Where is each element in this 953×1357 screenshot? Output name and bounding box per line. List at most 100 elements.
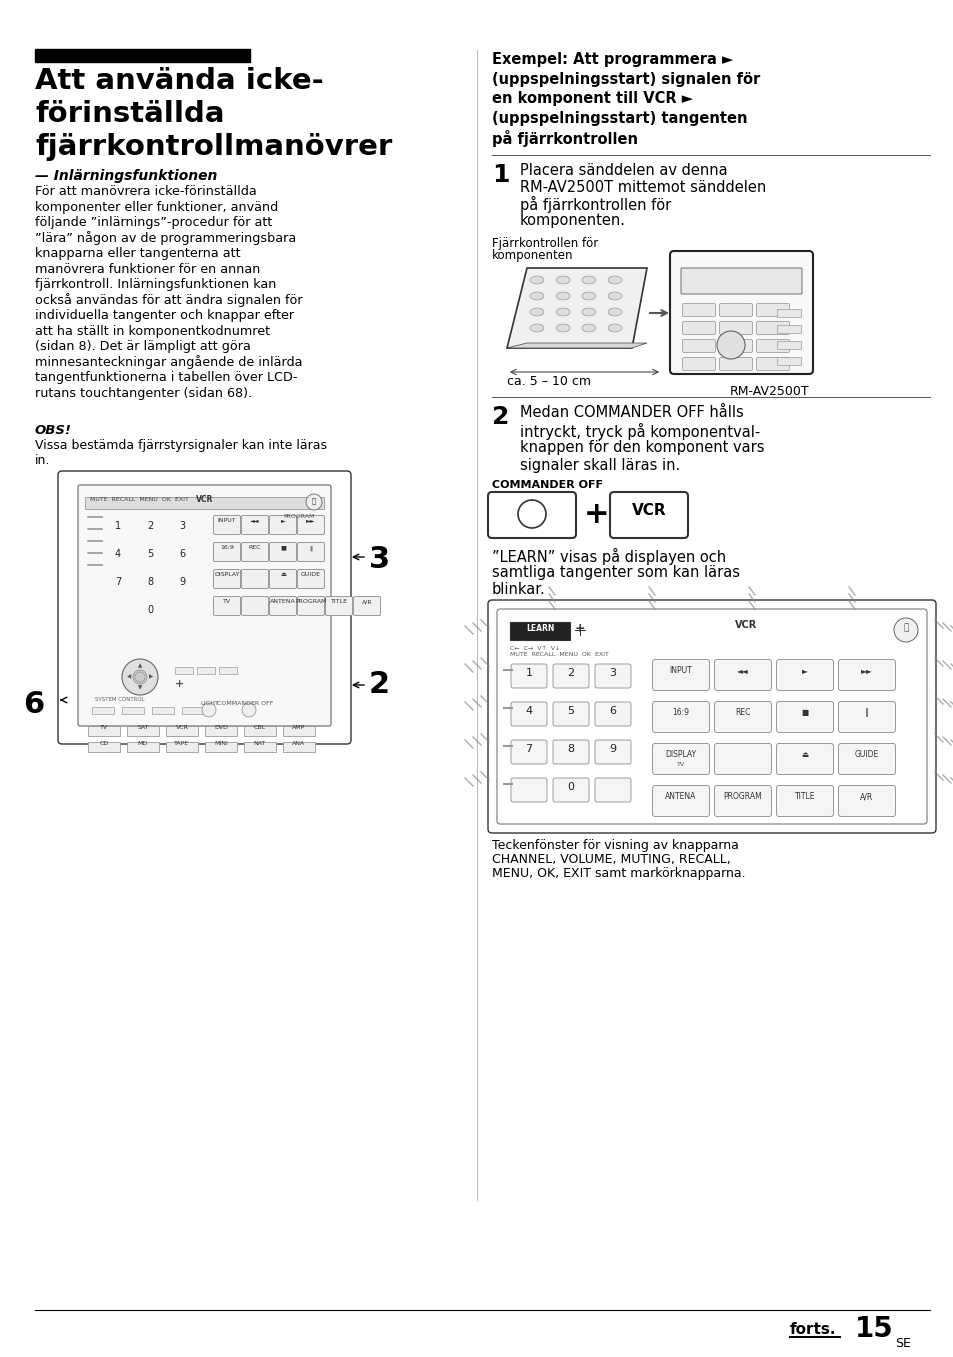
Text: DISPLAY: DISPLAY (665, 750, 696, 759)
FancyBboxPatch shape (78, 484, 331, 726)
Text: A/R: A/R (860, 792, 873, 801)
Text: knappen för den komponent vars: knappen för den komponent vars (519, 440, 763, 455)
Text: TAPE: TAPE (174, 741, 190, 746)
Text: COMMANDER OFF: COMMANDER OFF (216, 702, 273, 706)
Text: ca. 5 – 10 cm: ca. 5 – 10 cm (506, 375, 590, 388)
Text: ►►: ►► (861, 666, 872, 674)
Text: intryckt, tryck på komponentval-: intryckt, tryck på komponentval- (519, 422, 760, 440)
Text: knapparna eller tangenterna att: knapparna eller tangenterna att (35, 247, 240, 261)
Text: För att manövrera icke-förinställda: För att manövrera icke-förinställda (35, 185, 256, 198)
FancyBboxPatch shape (553, 702, 588, 726)
FancyBboxPatch shape (719, 322, 752, 334)
FancyBboxPatch shape (553, 778, 588, 802)
Text: ►: ► (280, 518, 285, 522)
FancyBboxPatch shape (652, 660, 709, 691)
Ellipse shape (530, 324, 543, 332)
Bar (776, 324, 801, 332)
Text: DVD: DVD (213, 725, 228, 730)
Ellipse shape (607, 324, 621, 332)
Text: komponenter eller funktioner, använd: komponenter eller funktioner, använd (35, 201, 278, 213)
Ellipse shape (607, 275, 621, 284)
Text: AMP: AMP (292, 725, 305, 730)
Text: Placera sänddelen av denna: Placera sänddelen av denna (519, 163, 727, 178)
Text: ANA: ANA (292, 741, 305, 746)
Text: 1: 1 (115, 521, 121, 531)
Text: samtliga tangenter som kan läras: samtliga tangenter som kan läras (492, 565, 740, 579)
Text: PROGRAM: PROGRAM (295, 598, 326, 604)
Text: 2: 2 (567, 668, 574, 678)
Text: CBL: CBL (253, 725, 266, 730)
FancyBboxPatch shape (838, 786, 895, 817)
Text: MUTE  RECALL  MENU  OK  EXIT: MUTE RECALL MENU OK EXIT (510, 651, 608, 657)
Text: MUTE  RECALL  MENU  OK  EXIT: MUTE RECALL MENU OK EXIT (90, 497, 189, 502)
Text: in.: in. (35, 455, 51, 467)
Text: 1: 1 (492, 163, 509, 187)
Bar (85, 497, 324, 509)
Text: TITLE: TITLE (794, 792, 815, 801)
FancyBboxPatch shape (756, 357, 789, 370)
Ellipse shape (581, 324, 596, 332)
FancyBboxPatch shape (511, 702, 546, 726)
Bar (166, 726, 198, 735)
Text: 2: 2 (492, 404, 509, 429)
Text: 6: 6 (23, 689, 44, 719)
Text: INPUT: INPUT (669, 666, 692, 674)
Ellipse shape (556, 324, 569, 332)
Circle shape (202, 703, 215, 716)
Text: CD: CD (99, 741, 109, 746)
Text: 2: 2 (147, 521, 153, 531)
Text: en komponent till VCR ►: en komponent till VCR ► (492, 91, 692, 106)
Circle shape (306, 494, 322, 510)
Text: RM-AV2500T mittemot sänddelen: RM-AV2500T mittemot sänddelen (519, 179, 765, 194)
Text: A/R: A/R (361, 598, 372, 604)
Text: tangentfunktionerna i tabellen över LCD-: tangentfunktionerna i tabellen över LCD- (35, 370, 297, 384)
FancyBboxPatch shape (241, 516, 268, 535)
Text: fjärrkontrollmanövrer: fjärrkontrollmanövrer (35, 133, 392, 161)
Text: Fjärrkontrollen för: Fjärrkontrollen för (492, 237, 598, 250)
Text: 5: 5 (147, 550, 153, 559)
Text: 2: 2 (369, 670, 390, 699)
Text: 0: 0 (147, 605, 153, 615)
Text: MINI: MINI (213, 741, 228, 746)
FancyBboxPatch shape (213, 570, 240, 589)
Text: 4: 4 (525, 706, 532, 716)
Text: följande ”inlärnings”-procedur för att: följande ”inlärnings”-procedur för att (35, 216, 273, 229)
Text: ”lära” någon av de programmeringsbara: ”lära” någon av de programmeringsbara (35, 232, 296, 246)
Text: ►►: ►► (306, 518, 315, 522)
FancyBboxPatch shape (652, 744, 709, 775)
Ellipse shape (607, 308, 621, 316)
Circle shape (132, 670, 147, 684)
Text: på fjärrkontrollen för: på fjärrkontrollen för (519, 195, 671, 213)
Circle shape (717, 331, 744, 360)
Text: ”LEARN” visas på displayen och: ”LEARN” visas på displayen och (492, 548, 725, 565)
Text: OBS!: OBS! (35, 423, 71, 437)
FancyBboxPatch shape (213, 597, 240, 616)
Text: också användas för att ändra signalen för: också användas för att ändra signalen fö… (35, 293, 302, 308)
FancyBboxPatch shape (714, 744, 771, 775)
FancyBboxPatch shape (553, 740, 588, 764)
Text: komponenten: komponenten (492, 248, 573, 262)
Text: ◄◄: ◄◄ (737, 666, 748, 674)
FancyBboxPatch shape (595, 778, 630, 802)
FancyBboxPatch shape (652, 702, 709, 733)
FancyBboxPatch shape (669, 251, 812, 375)
Bar (35, 49, 250, 62)
Circle shape (242, 703, 255, 716)
Text: ‖: ‖ (864, 708, 868, 716)
FancyBboxPatch shape (553, 664, 588, 688)
FancyBboxPatch shape (241, 543, 268, 562)
Text: DISPLAY: DISPLAY (214, 573, 239, 577)
Text: 7: 7 (115, 577, 121, 588)
Bar (244, 742, 275, 752)
Text: +: + (174, 678, 184, 689)
FancyBboxPatch shape (213, 543, 240, 562)
FancyBboxPatch shape (776, 660, 833, 691)
Circle shape (122, 660, 158, 695)
Text: REC: REC (249, 546, 261, 550)
Text: COMMANDER OFF: COMMANDER OFF (492, 480, 602, 490)
FancyBboxPatch shape (776, 786, 833, 817)
Text: ▼: ▼ (138, 685, 142, 689)
Text: GUIDE: GUIDE (854, 750, 879, 759)
Ellipse shape (581, 308, 596, 316)
FancyBboxPatch shape (297, 570, 324, 589)
